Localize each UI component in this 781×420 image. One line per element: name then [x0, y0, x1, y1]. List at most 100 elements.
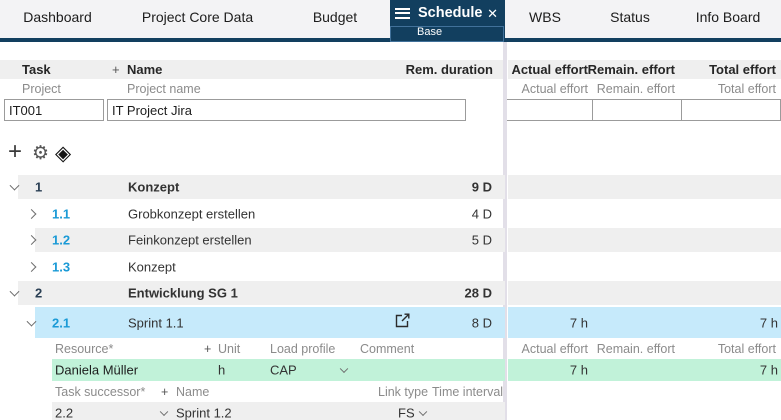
successor-number[interactable]: 2.2 [55, 405, 74, 420]
task-row-2[interactable]: 2 Entwicklung SG 1 28 D [0, 281, 505, 305]
task-row-1[interactable]: 1 Konzept 9 D [0, 175, 505, 199]
add-resource-icon[interactable]: + [204, 341, 212, 356]
successor-header-label: Task successor* [55, 384, 146, 399]
task-name: Entwicklung SG 1 [128, 285, 238, 301]
task-row-1-3[interactable]: 1.3 Konzept [0, 255, 505, 279]
tab-dashboard[interactable]: Dashboard [0, 0, 115, 38]
filter-total-effort-label: Total effort [717, 82, 776, 96]
task-rem-duration: 4 D [471, 206, 492, 222]
task-number: 1 [35, 179, 43, 195]
resource-actual-effort-header: Actual effort [521, 341, 588, 356]
col-name[interactable]: Name [127, 62, 163, 77]
task-row-1-efforts [508, 175, 781, 199]
task-number: 1.3 [52, 259, 71, 275]
chevron-right-icon[interactable] [26, 262, 37, 272]
task-number: 2 [35, 285, 43, 301]
gear-icon[interactable]: ⚙ [32, 143, 50, 164]
col-actual-effort[interactable]: Actual effort [511, 62, 588, 77]
task-row-2-1-efforts: 7 h 7 h [508, 307, 781, 338]
resource-header-label: Resource* [55, 341, 114, 356]
baseline-diamond-icon[interactable]: ◈ [55, 142, 72, 165]
task-row-1-2[interactable]: 1.2 Feinkonzept erstellen 5 D [0, 228, 505, 252]
filter-task-label: Project [22, 82, 61, 96]
total-effort-value: 7 h [759, 315, 778, 330]
tab-info-board[interactable]: Info Board [675, 0, 781, 38]
remain-effort-filter-input[interactable] [592, 99, 682, 121]
tab-project-core-data-label: Project Core Data [141, 9, 254, 25]
resource-remain-effort-header: Remain. effort [596, 341, 675, 356]
resource-name: Daniela Müller [55, 362, 139, 378]
add-successor-icon[interactable]: + [161, 384, 169, 399]
resource-load-profile-header: Load profile [270, 341, 336, 356]
tab-status[interactable]: Status [585, 0, 675, 38]
sub-tab-base-outline [390, 26, 504, 42]
resource-comment-header: Comment [360, 341, 415, 356]
task-name: Feinkonzept erstellen [128, 232, 252, 248]
task-rem-duration: 5 D [471, 232, 492, 248]
project-name-input[interactable] [107, 99, 466, 121]
hamburger-icon[interactable] [395, 7, 410, 19]
resource-unit-header: Unit [218, 341, 241, 356]
resource-unit: h [218, 362, 226, 378]
task-number: 1.1 [52, 206, 71, 222]
successor-name: Sprint 1.2 [176, 405, 232, 420]
tab-budget-label: Budget [312, 9, 358, 25]
task-number: 1.2 [52, 232, 71, 248]
open-task-external-icon[interactable] [392, 310, 413, 336]
filter-name-label: Project name [127, 82, 201, 96]
add-task-icon[interactable]: + [8, 138, 23, 165]
task-row-1-2-efforts [508, 228, 781, 252]
tab-wbs[interactable]: WBS [505, 0, 585, 38]
close-icon[interactable]: ✕ [487, 6, 498, 21]
left-header-bg [0, 60, 503, 79]
successor-time-interval-header: Time interval [432, 384, 504, 399]
resource-total-effort-header: Total effort [717, 341, 776, 356]
task-row-2-efforts [508, 281, 781, 305]
resource-effort-header-row: Actual effort Remain. effort Total effor… [508, 338, 781, 359]
resource-total-effort-value: 7 h [759, 362, 778, 378]
task-row-1-1[interactable]: 1.1 Grobkonzept erstellen 4 D [0, 202, 505, 226]
resource-row-efforts: 7 h 7 h [508, 359, 781, 381]
total-effort-filter-input[interactable] [681, 99, 781, 121]
successor-header-row: Task successor* + Name Link type Time in… [0, 381, 505, 402]
task-name: Konzept [128, 179, 180, 195]
resource-actual-effort-value: 7 h [569, 362, 588, 378]
resource-load-profile[interactable]: CAP [270, 362, 297, 378]
filter-actual-effort-label: Actual effort [521, 82, 588, 96]
col-remain-effort[interactable]: Remain. effort [587, 62, 675, 77]
sub-tab-base-label: Base [417, 26, 443, 38]
tab-schedule-active[interactable]: Schedule ✕ Base [390, 0, 505, 42]
col-rem-duration[interactable]: Rem. duration [405, 62, 493, 77]
tab-budget[interactable]: Budget [280, 0, 390, 38]
chevron-right-icon[interactable] [26, 209, 37, 219]
task-row-2-1-selected[interactable]: 2.1 Sprint 1.1 8 D [0, 307, 505, 338]
actual-effort-value: 7 h [569, 315, 588, 330]
successor-name-header: Name [176, 384, 210, 399]
panel-divider[interactable] [503, 42, 507, 420]
successor-link-type-header: Link type [378, 384, 429, 399]
col-task[interactable]: Task [22, 62, 51, 77]
project-id-input[interactable] [4, 99, 104, 121]
filter-remain-effort-label: Remain. effort [596, 82, 675, 96]
successor-link-type[interactable]: FS [398, 405, 415, 420]
task-rem-duration: 9 D [471, 179, 492, 195]
task-name: Konzept [128, 259, 176, 275]
tab-status-label: Status [610, 9, 650, 25]
tab-dashboard-label: Dashboard [23, 9, 92, 25]
tab-project-core-data[interactable]: Project Core Data [115, 0, 280, 38]
task-name: Sprint 1.1 [128, 315, 184, 330]
actual-effort-filter-input[interactable] [503, 99, 593, 121]
task-rem-duration: 28 D [464, 285, 492, 301]
col-total-effort[interactable]: Total effort [709, 62, 776, 77]
successor-row[interactable]: 2.2 Sprint 1.2 FS [0, 402, 505, 420]
resource-row[interactable]: Daniela Müller h CAP [0, 359, 505, 381]
task-number: 2.1 [52, 315, 71, 330]
tab-wbs-label: WBS [529, 9, 561, 25]
add-column-icon[interactable]: + [112, 62, 120, 77]
tab-schedule-label: Schedule [418, 5, 483, 21]
resource-header-row: Resource* + Unit Load profile Comment [0, 338, 505, 359]
tab-info-board-label: Info Board [695, 9, 761, 25]
right-header-bg [508, 60, 781, 79]
task-name: Grobkonzept erstellen [128, 206, 256, 222]
